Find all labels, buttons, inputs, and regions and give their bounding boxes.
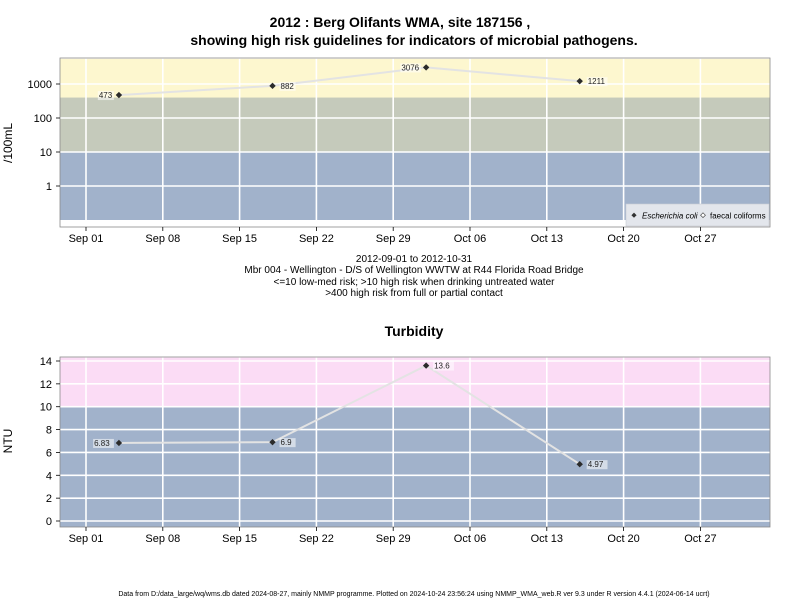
x-tick-label: Oct 06: [454, 233, 486, 245]
data-label: 473: [99, 91, 113, 100]
data-label-bg: [586, 460, 608, 470]
legend-label-e-coli: Escherichia coli: [642, 212, 698, 221]
chart-title-line2: showing high risk guidelines for indicat…: [190, 32, 637, 48]
data-label-bg: [279, 81, 296, 91]
legend-marker-e-coli: [631, 212, 637, 218]
risk-bands: [60, 357, 770, 527]
x-tick-label: Sep 15: [222, 233, 257, 245]
series-line: [118, 66, 580, 97]
data-point: [269, 438, 276, 446]
plot-frame: [59, 356, 771, 528]
x-tick-label: Oct 20: [607, 233, 639, 245]
grid-lines: [60, 58, 770, 227]
x-tick-label: Sep 22: [299, 533, 334, 545]
data-label: 4.97: [588, 460, 604, 469]
data-label-bg: [279, 438, 296, 448]
data-label: 13.6: [434, 362, 450, 371]
low-risk-caption: <=10 low-med risk; >10 high risk when dr…: [274, 277, 556, 288]
risk-band-2: [60, 97, 770, 152]
x-tick-label: Sep 08: [145, 533, 180, 545]
data-label: 3076: [401, 63, 419, 72]
data-label: 882: [281, 82, 295, 91]
data-point: [576, 77, 583, 85]
data-label-bg: [433, 361, 454, 371]
data-point: [115, 91, 123, 99]
legend-label-faecal-coliforms: faecal coliforms: [710, 212, 766, 221]
x-tick-label: Oct 13: [531, 233, 563, 245]
x-tick-label: Sep 01: [69, 233, 104, 245]
data-label-bg: [97, 91, 114, 101]
y-tick-label: 14: [40, 356, 52, 368]
x-tick-label: Sep 29: [376, 533, 411, 545]
x-tick-label: Oct 06: [454, 533, 486, 545]
series-lines: [118, 66, 580, 97]
y-axis-ticks: 0 2 4 6 8 10 12 14: [40, 356, 60, 528]
y-tick-label: 1000: [28, 79, 52, 91]
y-tick-label: 10: [40, 147, 52, 159]
y-axis-ticks: 1 10 100 1000: [28, 79, 60, 193]
x-tick-label: Sep 15: [222, 533, 257, 545]
x-tick-label: Oct 27: [684, 233, 716, 245]
x-tick-label: Oct 20: [607, 533, 639, 545]
data-point: [269, 82, 276, 90]
y-axis-label: NTU: [1, 429, 15, 454]
risk-band-2: [60, 357, 770, 407]
data-label-bg: [93, 438, 114, 448]
site-caption: Mbr 004 - Wellington - D/S of Wellington…: [244, 265, 584, 276]
y-tick-label: 12: [40, 379, 52, 391]
legend: Escherichia coli faecal coliforms: [625, 203, 770, 227]
y-tick-label: 8: [46, 425, 52, 437]
data-point: [576, 461, 583, 468]
x-axis-ticks: Sep 01 Sep 08 Sep 15 Sep 22 Sep 29 Oct 06 Oct …: [69, 227, 717, 245]
data-label: 1211: [588, 77, 606, 86]
x-tick-label: Sep 29: [376, 233, 411, 245]
x-tick-label: Sep 08: [145, 233, 180, 245]
data-point: [115, 439, 123, 447]
legend-marker-faecal-coliforms: [700, 212, 706, 219]
y-tick-label: 6: [46, 447, 52, 459]
x-tick-label: Oct 13: [531, 533, 563, 545]
data-point: [422, 64, 430, 71]
y-axis-label: /100mL: [1, 123, 15, 163]
data-label-bg: [400, 63, 422, 73]
plot-frame: [59, 57, 771, 228]
footer-note: Data from D:/data_large/wq/wms.db dated …: [118, 591, 709, 598]
risk-band-1: [60, 406, 770, 527]
x-axis-ticks: Sep 01 Sep 08 Sep 15 Sep 22 Sep 29 Oct 06 Oct …: [69, 527, 717, 545]
chart-title-line1: 2012 : Berg Olifants WMA, site 187156 ,: [270, 14, 531, 30]
y-tick-label: 0: [46, 516, 52, 528]
series-lines: [118, 364, 581, 466]
data-points: 473 882 3076 1211: [97, 63, 608, 101]
x-tick-label: Sep 22: [299, 233, 334, 245]
data-point: [422, 362, 430, 369]
series-line: [118, 364, 581, 466]
data-points: 6.83 6.9 13.6 4.97: [93, 361, 608, 470]
data-label: 6.9: [281, 438, 293, 447]
high-risk-caption: >400 high risk from full or partial cont…: [325, 288, 503, 299]
y-tick-label: 10: [40, 402, 52, 414]
turbidity-title: Turbidity: [385, 323, 444, 339]
data-label: 6.83: [94, 439, 110, 448]
y-tick-label: 100: [34, 113, 52, 125]
data-label-bg: [586, 77, 608, 87]
x-tick-label: Oct 27: [684, 533, 716, 545]
y-tick-label: 2: [46, 493, 52, 505]
y-tick-label: 1: [46, 181, 52, 193]
x-tick-label: Sep 01: [69, 533, 104, 545]
plot-border: [59, 356, 771, 528]
turbidity-chart-panel: 6.83 6.9 13.6 4.97 Sep 01 Sep 08 Sep 15 Sep 22…: [1, 356, 771, 545]
y-tick-label: 4: [46, 470, 52, 482]
risk-bands: [60, 58, 770, 220]
legend-box: [625, 203, 770, 227]
plot-border: [59, 57, 771, 228]
date-range-caption: 2012-09-01 to 2012-10-31: [356, 254, 473, 265]
